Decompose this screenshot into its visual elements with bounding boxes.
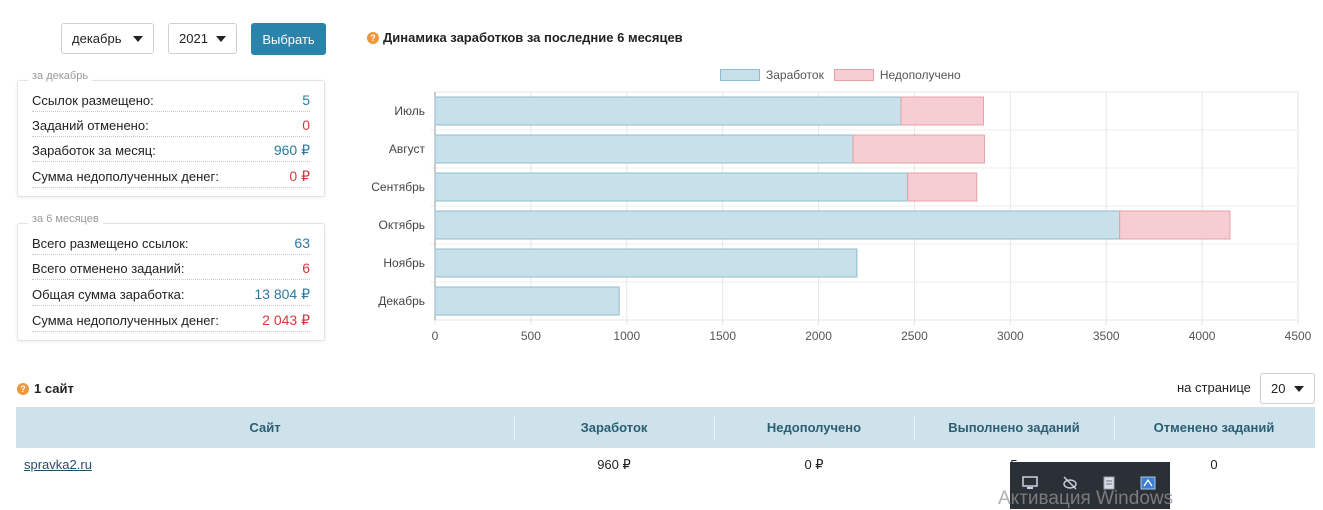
submit-button[interactable]: Выбрать [251,23,326,55]
stat-label: Заданий отменено: [32,117,149,133]
column-divider [1114,415,1115,440]
bar-earned [434,286,620,316]
stat-label: Сумма недополученных денег: [32,312,219,328]
stat-row: Заданий отменено: 0 [32,114,310,137]
month-select-value: декабрь [72,31,122,46]
bar-earned [434,248,858,278]
stat-row: Сумма недополученных денег: 2 043 ₽ [32,309,310,332]
x-tick-label: 2000 [805,329,832,343]
stat-value: 2 043 ₽ [262,311,310,328]
stat-row: Всего размещено ссылок: 63 [32,232,310,255]
stat-row: Всего отменено заданий: 6 [32,257,310,280]
sites-count: 1 сайт [34,381,74,396]
chart-legend: Заработок Недополучено [720,68,961,82]
x-tick-label: 4000 [1189,329,1216,343]
y-tick-label: Сентябрь [371,180,425,194]
cell-cancelled: 0 [1210,457,1218,472]
year-select[interactable]: 2021 [168,23,237,54]
site-link[interactable]: spravka2.ru [24,457,92,472]
cloud-off-icon[interactable] [1062,476,1078,490]
per-page-select[interactable]: 20 [1260,373,1315,404]
help-icon[interactable]: ? [367,31,379,44]
bar-missed [852,134,985,164]
column-header-site[interactable]: Сайт [249,420,281,435]
x-tick-label: 500 [521,329,541,343]
stat-value: 960 ₽ [273,141,310,158]
total-stats-box: Всего размещено ссылок: 63 Всего отменен… [17,223,325,341]
sites-title: ? 1 сайт [17,381,74,396]
legend-label-missed[interactable]: Недополучено [879,68,961,82]
column-divider [714,415,715,440]
x-tick-label: 1000 [613,329,640,343]
legend-swatch-missed [833,69,874,81]
y-tick-label: Август [389,142,426,156]
column-header-earned[interactable]: Заработок [580,420,648,435]
chart-title: ? Динамика заработков за последние 6 мес… [367,30,683,45]
network-icon[interactable] [1140,476,1156,490]
system-tray [1010,462,1170,509]
stat-row: Ссылок размещено: 5 [32,89,310,112]
year-select-value: 2021 [179,31,208,46]
y-tick-label: Декабрь [378,294,425,308]
x-tick-label: 3000 [997,329,1024,343]
x-tick-label: 2500 [901,329,928,343]
y-tick-label: Июль [394,104,425,118]
stat-value: 6 [302,260,310,276]
column-header-missed[interactable]: Недополучено [766,420,862,435]
x-tick-label: 4500 [1285,329,1312,343]
stat-label: Ссылок размещено: [32,92,154,108]
stat-value: 0 ₽ [289,167,310,184]
column-divider [914,415,915,440]
month-stats-legend: за декабрь [28,70,93,82]
stat-value: 5 [302,92,310,108]
x-tick-label: 0 [432,329,439,343]
chart-title-text: Динамика заработков за последние 6 месяц… [383,30,683,45]
bar-missed [900,96,984,126]
y-tick-label: Ноябрь [383,256,425,270]
x-tick-label: 3500 [1093,329,1120,343]
legend-label-earned[interactable]: Заработок [766,68,824,82]
bar-missed [1119,210,1231,240]
bar-earned [434,134,854,164]
earnings-chart: 0 500 1000 1500 2000 2500 3000 3500 4000 4500 Июль… [371,91,1312,343]
month-stats-box: Ссылок размещено: 5 Заданий отменено: 0 … [17,80,325,197]
stat-label: Всего размещено ссылок: [32,235,189,251]
chevron-down-icon [1294,385,1304,392]
help-icon[interactable]: ? [17,382,29,395]
bar-missed [907,172,978,202]
chevron-down-icon [216,35,226,42]
clipboard-icon[interactable] [1101,476,1117,490]
bar-earned [434,210,1121,240]
stat-value: 0 [302,117,310,133]
bar-earned [434,96,902,126]
stat-row: Сумма недополученных денег: 0 ₽ [32,165,310,188]
cell-missed: 0 ₽ [804,457,824,472]
chevron-down-icon [133,35,143,42]
bar-earned [434,172,909,202]
stat-row: Заработок за месяц: 960 ₽ [32,139,310,162]
column-header-cancelled[interactable]: Отменено заданий [1153,420,1275,435]
stat-label: Заработок за месяц: [32,142,156,158]
per-page-label: на странице [1177,380,1251,395]
stat-label: Общая сумма заработка: [32,286,185,302]
column-divider [514,415,515,440]
stat-value: 63 [294,235,310,251]
table-header: Сайт Заработок Недополучено Выполнено за… [16,407,1315,448]
cell-earned: 960 ₽ [597,457,631,472]
monitor-icon[interactable] [1022,476,1038,490]
x-tick-label: 1500 [709,329,736,343]
stat-label: Всего отменено заданий: [32,260,185,276]
legend-swatch-earned [720,69,760,81]
per-page-value: 20 [1271,381,1286,396]
stat-row: Общая сумма заработка: 13 804 ₽ [32,283,310,306]
y-tick-label: Октябрь [378,218,425,232]
total-stats-legend: за 6 месяцев [28,213,103,225]
month-select[interactable]: декабрь [61,23,154,54]
stat-label: Сумма недополученных денег: [32,168,219,184]
windows-activation-watermark: Активация Windows [998,488,1174,509]
column-header-done[interactable]: Выполнено заданий [948,420,1080,435]
stat-value: 13 804 ₽ [254,285,310,302]
